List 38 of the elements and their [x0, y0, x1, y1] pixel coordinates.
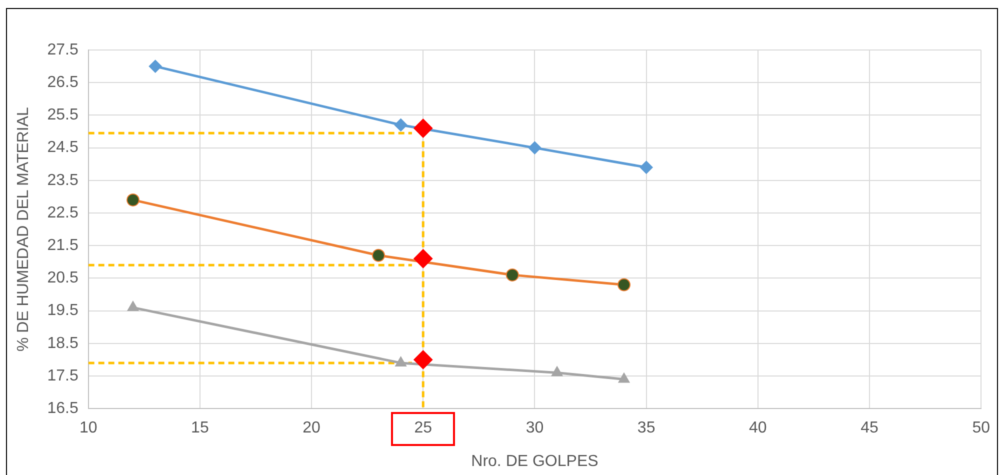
- x-tick-label: 50: [972, 420, 990, 437]
- x-tick-label: 40: [749, 420, 767, 437]
- x-tick-label: 15: [191, 420, 209, 437]
- y-tick-label: 22.5: [47, 204, 78, 222]
- y-tick-label: 27.5: [47, 41, 78, 58]
- y-tick-label: 24.5: [47, 139, 78, 156]
- point: [395, 356, 407, 366]
- y-tick-label: 18.5: [47, 334, 78, 352]
- point: [617, 278, 630, 292]
- x-tick-label: 20: [302, 420, 321, 437]
- point: [640, 160, 653, 174]
- y-tick-label: 25.5: [47, 106, 78, 124]
- point: [414, 350, 433, 370]
- y-tick-label: 16.5: [47, 400, 78, 418]
- x-axis-title: Nro. DE GOLPES: [471, 452, 598, 470]
- x-tick-label: 25: [414, 420, 432, 437]
- point: [372, 248, 385, 262]
- point: [127, 301, 139, 312]
- y-tick-label: 20.5: [47, 270, 78, 287]
- point: [126, 193, 140, 206]
- point: [528, 141, 542, 154]
- x-tick-label: 10: [79, 420, 98, 437]
- y-tick-label: 17.5: [47, 367, 78, 384]
- point: [618, 372, 630, 383]
- y-axis-title: % DE HUMEDAD DEL MATERIAL: [15, 106, 32, 352]
- y-tick-label: 26.5: [47, 74, 78, 92]
- x-tick-label: 45: [860, 420, 879, 437]
- y-tick-label: 19.5: [47, 302, 78, 320]
- x-tick-label: 35: [637, 420, 656, 437]
- point: [506, 268, 519, 282]
- x-tick-label: 30: [526, 420, 544, 437]
- point: [414, 249, 433, 268]
- point: [414, 118, 433, 138]
- point: [148, 60, 162, 73]
- point: [394, 118, 408, 132]
- point: [551, 366, 563, 376]
- y-tick-label: 23.5: [47, 172, 78, 189]
- y-tick-label: 21.5: [47, 237, 78, 254]
